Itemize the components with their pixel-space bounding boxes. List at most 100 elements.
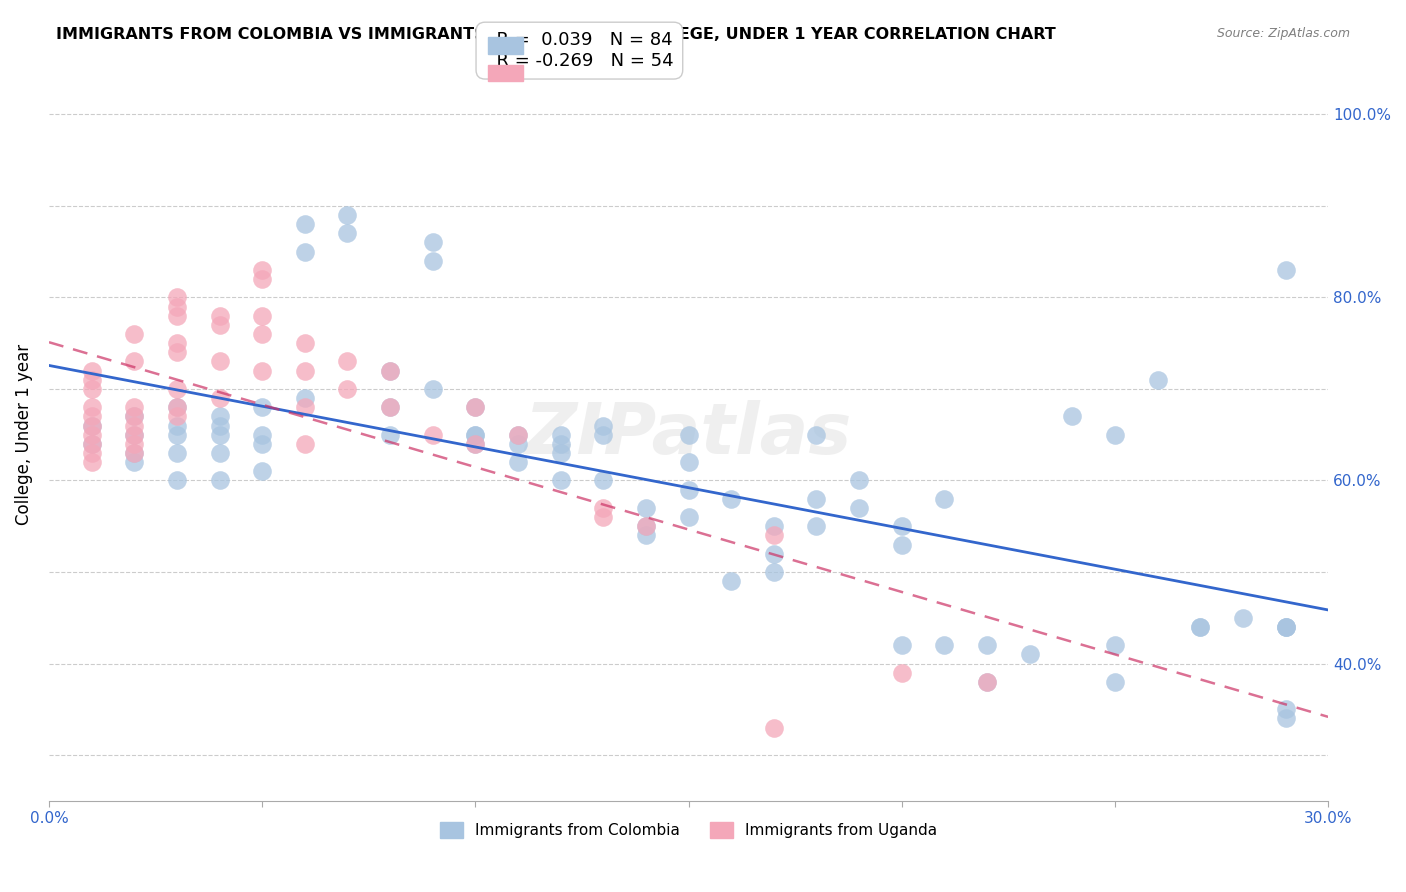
Point xyxy=(294,391,316,405)
Point xyxy=(464,437,486,451)
Point xyxy=(1146,373,1168,387)
Point xyxy=(166,401,188,415)
Point xyxy=(550,474,572,488)
Point xyxy=(506,455,529,469)
Text: Source: ZipAtlas.com: Source: ZipAtlas.com xyxy=(1216,27,1350,40)
Point xyxy=(592,500,614,515)
Point xyxy=(294,217,316,231)
Point xyxy=(122,354,145,368)
Point xyxy=(250,326,273,341)
Point xyxy=(166,382,188,396)
Point xyxy=(208,354,231,368)
Point xyxy=(806,427,828,442)
Point xyxy=(80,409,103,424)
Point xyxy=(336,208,359,222)
Point xyxy=(122,427,145,442)
Point xyxy=(806,491,828,506)
Point xyxy=(464,401,486,415)
Point xyxy=(550,427,572,442)
Point xyxy=(890,519,912,533)
Point xyxy=(550,437,572,451)
Point xyxy=(208,474,231,488)
Point xyxy=(122,437,145,451)
Point xyxy=(80,363,103,377)
Point xyxy=(166,427,188,442)
Point xyxy=(294,244,316,259)
Point xyxy=(336,354,359,368)
Point xyxy=(250,401,273,415)
Point xyxy=(208,427,231,442)
Point xyxy=(506,437,529,451)
Point xyxy=(336,227,359,241)
Point xyxy=(336,382,359,396)
Point xyxy=(250,437,273,451)
Point xyxy=(550,446,572,460)
Point xyxy=(208,318,231,332)
Point xyxy=(678,510,700,524)
Point xyxy=(934,491,956,506)
Point xyxy=(250,464,273,478)
Point xyxy=(122,326,145,341)
Point xyxy=(208,418,231,433)
Point xyxy=(1274,702,1296,716)
Point xyxy=(464,401,486,415)
Point xyxy=(848,500,870,515)
Point xyxy=(592,427,614,442)
Point xyxy=(80,427,103,442)
Point xyxy=(464,437,486,451)
Point xyxy=(1274,620,1296,634)
Point xyxy=(464,427,486,442)
Point xyxy=(166,446,188,460)
Point xyxy=(166,345,188,359)
Point xyxy=(122,455,145,469)
Point xyxy=(80,446,103,460)
Point xyxy=(250,363,273,377)
Point xyxy=(1232,611,1254,625)
Point xyxy=(634,519,657,533)
Point xyxy=(166,474,188,488)
Point xyxy=(250,427,273,442)
Point xyxy=(678,483,700,497)
Point xyxy=(1189,620,1212,634)
Point xyxy=(166,418,188,433)
Point xyxy=(80,455,103,469)
Point xyxy=(506,427,529,442)
Point xyxy=(166,336,188,351)
Point xyxy=(1062,409,1084,424)
Point xyxy=(634,519,657,533)
Point xyxy=(80,382,103,396)
Legend: Immigrants from Colombia, Immigrants from Uganda: Immigrants from Colombia, Immigrants fro… xyxy=(433,816,943,845)
Point xyxy=(890,537,912,551)
Point xyxy=(378,363,401,377)
Point xyxy=(762,721,785,735)
Point xyxy=(250,263,273,277)
Point xyxy=(166,409,188,424)
Point xyxy=(422,382,444,396)
Point xyxy=(122,401,145,415)
Point xyxy=(80,418,103,433)
Point xyxy=(208,446,231,460)
Point xyxy=(166,290,188,304)
Point xyxy=(634,528,657,542)
Point xyxy=(848,474,870,488)
Point xyxy=(294,437,316,451)
Point xyxy=(1104,674,1126,689)
Point xyxy=(1274,620,1296,634)
Point xyxy=(378,401,401,415)
Point xyxy=(464,427,486,442)
Point xyxy=(80,401,103,415)
Point xyxy=(720,574,742,589)
Point xyxy=(80,418,103,433)
Point xyxy=(720,491,742,506)
Point xyxy=(122,446,145,460)
Point xyxy=(80,437,103,451)
Point xyxy=(762,565,785,579)
Text: IMMIGRANTS FROM COLOMBIA VS IMMIGRANTS FROM UGANDA COLLEGE, UNDER 1 YEAR CORRELA: IMMIGRANTS FROM COLOMBIA VS IMMIGRANTS F… xyxy=(56,27,1056,42)
Point xyxy=(678,427,700,442)
Point xyxy=(122,409,145,424)
Point xyxy=(422,253,444,268)
Point xyxy=(378,427,401,442)
Y-axis label: College, Under 1 year: College, Under 1 year xyxy=(15,344,32,525)
Point xyxy=(378,363,401,377)
Point xyxy=(1104,638,1126,652)
